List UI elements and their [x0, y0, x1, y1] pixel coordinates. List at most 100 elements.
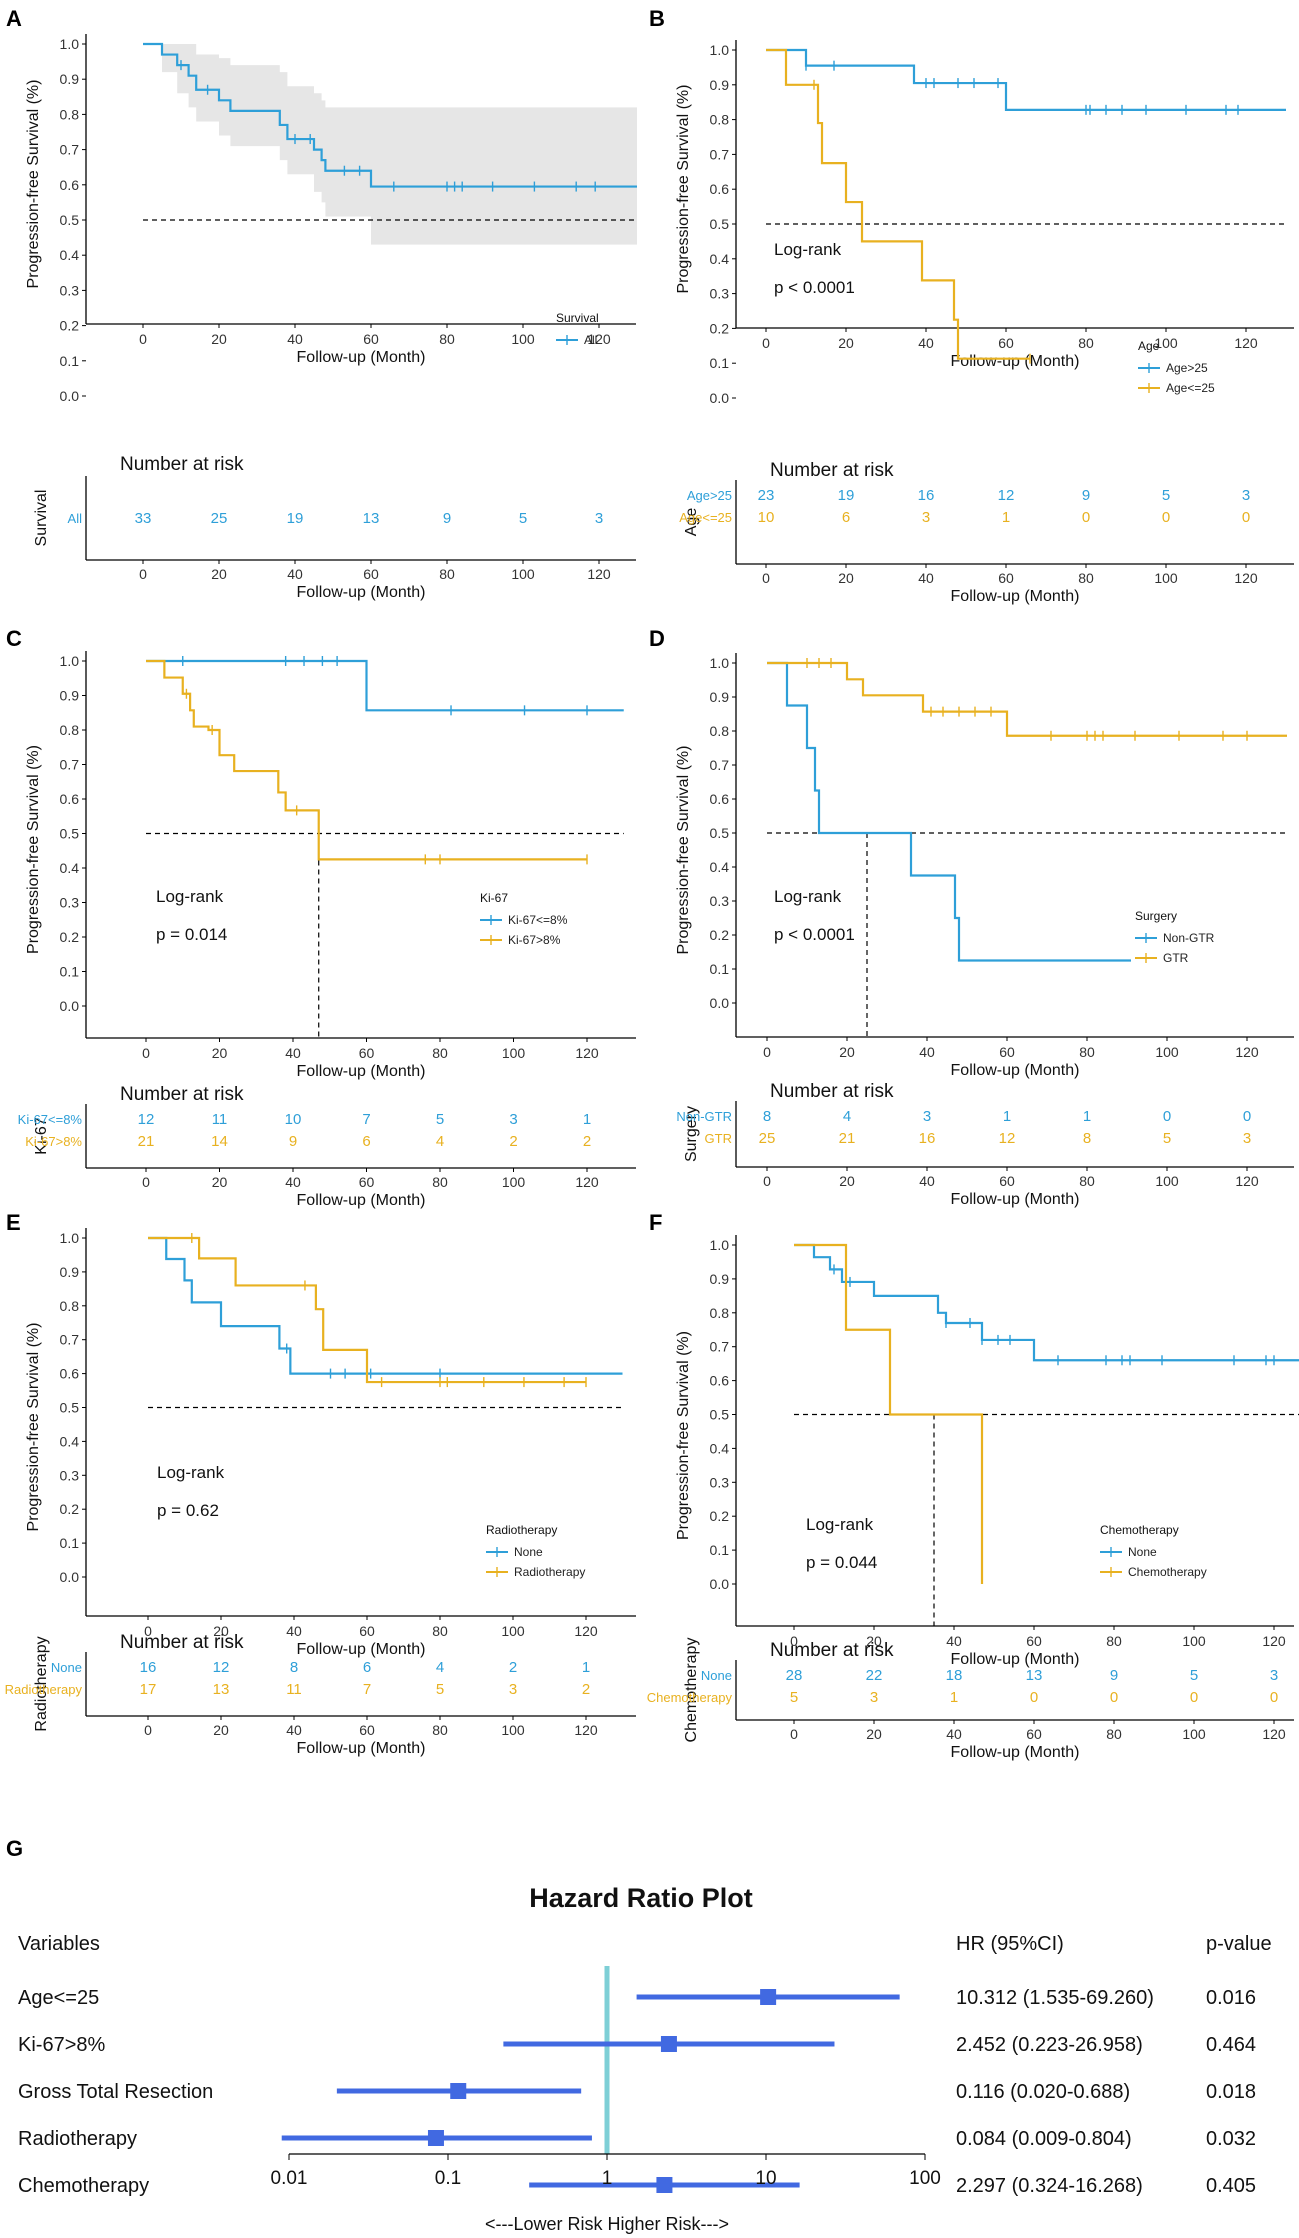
risk-group-label: Non-GTR	[676, 1109, 732, 1124]
x-axis-label: Follow-up (Month)	[951, 1062, 1080, 1079]
risk-group-label: Age<=25	[679, 510, 732, 525]
x-tick-label: 120	[574, 1623, 598, 1639]
y-tick-label: 0.8	[710, 1305, 730, 1321]
risk-count: 8	[1083, 1130, 1091, 1147]
risk-group-label: GTR	[705, 1131, 732, 1146]
y-tick-label: 0.6	[710, 181, 730, 197]
risk-x-tick-label: 120	[1262, 1726, 1286, 1742]
x-tick-label: 40	[946, 1633, 962, 1649]
risk-x-tick-label: 80	[1078, 570, 1094, 586]
legend-entry: GTR	[1163, 951, 1189, 965]
risk-count: 4	[436, 1133, 444, 1150]
confidence-band	[143, 44, 637, 245]
x-tick-label: 60	[1026, 1633, 1042, 1649]
risk-count: 3	[1270, 1667, 1278, 1684]
y-tick-label: 0.6	[60, 177, 80, 193]
y-axis-label: Progression-free Survival (%)	[675, 746, 692, 955]
x-tick-label: 40	[286, 1623, 302, 1639]
panel-label: C	[6, 626, 22, 651]
risk-x-tick-label: 60	[359, 1174, 375, 1190]
y-tick-label: 0.8	[60, 106, 80, 122]
x-tick-label: 0	[139, 331, 147, 347]
hr-point	[656, 2177, 673, 2193]
forest-x-tick-label: 100	[909, 2168, 941, 2189]
risk-count: 1	[583, 1111, 591, 1128]
risk-count: 22	[866, 1667, 883, 1684]
row-hr-ci: 2.452 (0.223-26.958)	[956, 2034, 1143, 2056]
km-curve-radiotherapy	[148, 1236, 586, 1384]
y-tick-label: 0.7	[60, 142, 80, 158]
x-tick-label: 120	[1262, 1633, 1286, 1649]
risk-count: 3	[1243, 1130, 1251, 1147]
hr-point	[427, 2130, 444, 2146]
x-tick-label: 20	[212, 1045, 228, 1061]
risk-count: 0	[1242, 509, 1250, 526]
x-tick-label: 80	[1106, 1633, 1122, 1649]
risk-x-tick-label: 20	[211, 566, 227, 582]
risk-count: 12	[998, 487, 1015, 504]
risk-count: 1	[1002, 509, 1010, 526]
y-tick-label: 0.2	[710, 320, 730, 336]
y-tick-label: 0.4	[710, 1440, 730, 1456]
risk-group-label: Ki-67>8%	[25, 1134, 82, 1149]
y-tick-label: 0.1	[710, 961, 730, 977]
risk-x-tick-label: 80	[432, 1722, 448, 1738]
legend-title: Radiotherapy	[486, 1523, 557, 1537]
legend-entry: Chemotherapy	[1128, 1565, 1207, 1579]
risk-count: 14	[211, 1133, 228, 1150]
x-axis-label: Follow-up (Month)	[951, 353, 1080, 370]
y-tick-label: 0.7	[710, 1339, 730, 1355]
y-tick-label: 0.9	[710, 1271, 730, 1287]
panel-label: D	[649, 626, 665, 651]
y-tick-label: 0.5	[60, 826, 80, 842]
forest-title: Hazard Ratio Plot	[529, 1883, 753, 1913]
y-tick-label: 0.1	[60, 353, 80, 369]
y-tick-label: 1.0	[60, 1230, 80, 1246]
y-tick-label: 0.3	[60, 1467, 80, 1483]
risk-x-tick-label: 120	[1235, 1173, 1259, 1189]
risk-count: 13	[363, 510, 380, 527]
x-tick-label: 20	[213, 1623, 229, 1639]
x-tick-label: 60	[363, 331, 379, 347]
risk-x-tick-label: 0	[139, 566, 147, 582]
km-curve-none	[794, 1243, 1299, 1362]
y-tick-label: 0.9	[60, 1264, 80, 1280]
risk-count: 3	[923, 1108, 931, 1125]
x-tick-label: 0	[762, 335, 770, 351]
risk-count: 8	[290, 1659, 298, 1676]
risk-count: 33	[135, 510, 152, 527]
row-p-value: 0.016	[1206, 1987, 1256, 2009]
risk-count: 12	[999, 1130, 1016, 1147]
log-rank-label: Log-rank	[156, 887, 224, 906]
risk-x-tick-label: 60	[999, 1173, 1015, 1189]
y-tick-label: 0.2	[710, 1508, 730, 1524]
x-tick-label: 20	[211, 331, 227, 347]
risk-x-tick-label: 0	[762, 570, 770, 586]
risk-count: 3	[509, 1111, 517, 1128]
y-tick-label: 0.4	[60, 247, 80, 263]
x-tick-label: 20	[838, 335, 854, 351]
km-curve-age-25	[766, 48, 1030, 360]
risk-x-tick-label: 120	[587, 566, 611, 582]
panel-c: C0.00.10.20.30.40.50.60.70.80.91.00 20 40 6…	[6, 626, 636, 1209]
y-tick-label: 0.0	[710, 390, 730, 406]
risk-x-tick-label: 40	[918, 570, 934, 586]
legend-title: Age	[1138, 339, 1160, 353]
risk-table-label: Ki-67	[33, 1117, 50, 1154]
y-tick-label: 0.3	[60, 895, 80, 911]
y-axis-label: Progression-free Survival (%)	[25, 745, 42, 954]
x-axis-label: Follow-up (Month)	[297, 1063, 426, 1080]
x-axis-label: Follow-up (Month)	[951, 1651, 1080, 1668]
y-tick-label: 0.6	[60, 791, 80, 807]
panel-a: A 0.0 0.1 0.2 0.3 0.4 0.5 0.6 0.7 0.8 0.9 1.0 0 20 40 6…	[6, 6, 637, 601]
y-tick-label: 0.1	[710, 1542, 730, 1558]
log-rank-label: Log-rank	[806, 1515, 874, 1534]
risk-count: 21	[138, 1133, 155, 1150]
p-value-label: p = 0.62	[157, 1501, 219, 1520]
panel-label: G	[6, 1836, 23, 1861]
y-tick-label: 0.1	[710, 355, 730, 371]
legend-entry: None	[514, 1545, 543, 1559]
row-variable: Chemotherapy	[18, 2175, 149, 2197]
p-value-label: p < 0.0001	[774, 925, 855, 944]
km-curve-none	[148, 1236, 623, 1375]
